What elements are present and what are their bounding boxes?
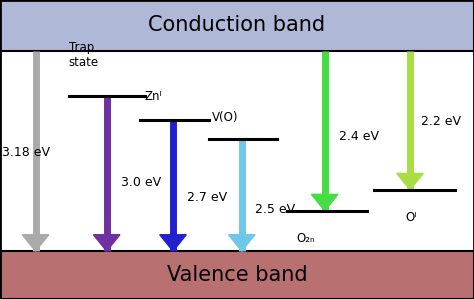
Polygon shape [311,194,338,211]
Text: 2.7 eV: 2.7 eV [187,191,228,204]
Text: Trap
state: Trap state [69,41,99,69]
Bar [0,251,474,299]
Polygon shape [160,235,186,251]
Text: Oᴵ: Oᴵ [405,211,417,224]
Text: 2.5 eV: 2.5 eV [255,203,295,216]
Text: 2.4 eV: 2.4 eV [339,129,379,143]
Text: 3.18 eV: 3.18 eV [2,146,50,159]
Polygon shape [228,235,255,251]
Text: V(O): V(O) [212,111,239,124]
Text: Conduction band: Conduction band [148,16,326,35]
Text: Znᴵ: Znᴵ [145,90,162,103]
Text: 3.0 eV: 3.0 eV [121,176,161,189]
Bar [0,0,474,51]
Text: O₂ₙ: O₂ₙ [296,232,315,245]
Text: 2.2 eV: 2.2 eV [421,115,461,128]
Text: Valence band: Valence band [167,265,307,285]
Polygon shape [93,235,120,251]
Polygon shape [397,173,423,190]
Polygon shape [22,235,49,251]
